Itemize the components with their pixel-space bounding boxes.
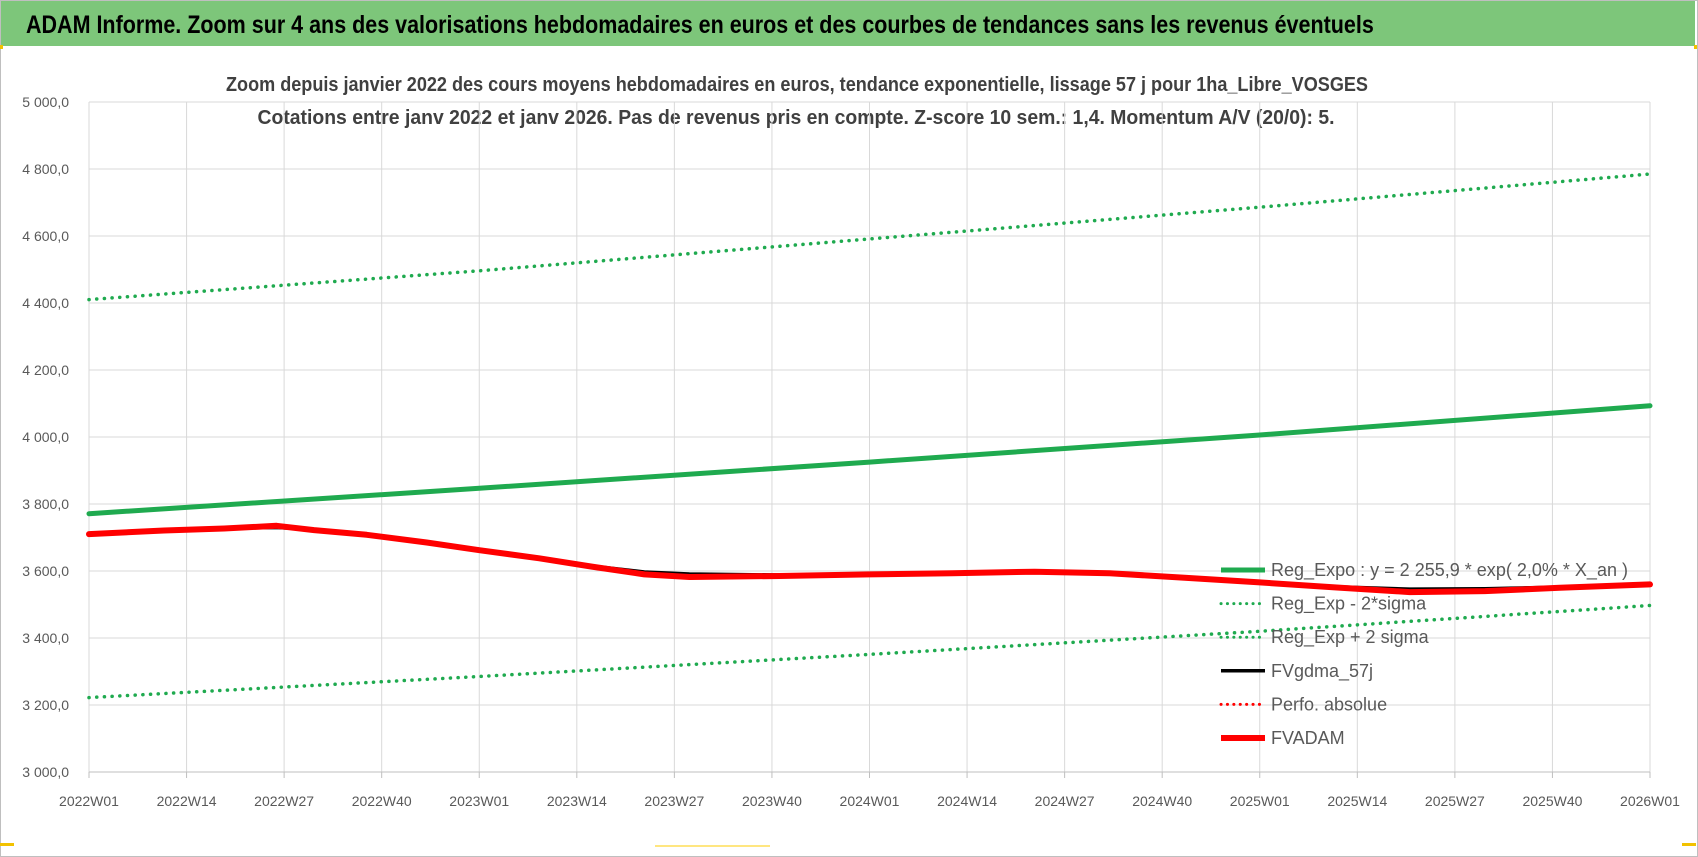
series-line-2 bbox=[87, 172, 1652, 302]
corner-mark-br bbox=[1682, 843, 1696, 846]
series-lines bbox=[86, 172, 1653, 700]
series-line-0 bbox=[86, 403, 1653, 517]
legend-label-3: FVgdma_57j bbox=[1271, 661, 1373, 682]
legend-label-2: Reg_Exp + 2 sigma bbox=[1271, 627, 1430, 648]
x-tick-label: 2026W01 bbox=[1620, 793, 1680, 809]
legend-label-4: Perfo. absolue bbox=[1271, 694, 1387, 714]
x-tick-label: 2025W40 bbox=[1522, 793, 1582, 809]
y-tick-label: 4 600,0 bbox=[22, 228, 69, 244]
y-tick-label: 4 400,0 bbox=[22, 295, 69, 311]
legend-label-0: Reg_Expo : y = 2 255,9 * exp( 2,0% * X_a… bbox=[1271, 560, 1628, 581]
y-tick-label: 3 600,0 bbox=[22, 563, 69, 579]
legend-label-5: FVADAM bbox=[1271, 728, 1345, 748]
grid bbox=[88, 101, 1651, 778]
x-tick-label: 2025W01 bbox=[1230, 793, 1290, 809]
x-tick-label: 2022W40 bbox=[352, 793, 412, 809]
y-tick-label: 4 200,0 bbox=[22, 362, 69, 378]
x-tick-label: 2023W01 bbox=[449, 793, 509, 809]
x-tick-label: 2023W14 bbox=[547, 793, 607, 809]
x-tick-label: 2025W27 bbox=[1425, 793, 1485, 809]
x-tick-label: 2023W27 bbox=[644, 793, 704, 809]
y-tick-label: 5 000,0 bbox=[22, 94, 69, 110]
x-tick-label: 2024W01 bbox=[840, 793, 900, 809]
legend-label-1: Reg_Exp - 2*sigma bbox=[1271, 594, 1427, 615]
chart-title-line2: Cotations entre janv 2022 et janv 2026. … bbox=[258, 107, 1335, 129]
corner-mark-bm bbox=[655, 845, 770, 847]
x-tick-label: 2022W01 bbox=[59, 793, 119, 809]
y-tick-label: 4 000,0 bbox=[22, 429, 69, 445]
banner: ADAM Informe. Zoom sur 4 ans des valoris… bbox=[1, 1, 1695, 46]
x-tick-label: 2025W14 bbox=[1327, 793, 1387, 809]
series-line-1 bbox=[87, 603, 1652, 700]
x-tick-label: 2024W14 bbox=[937, 793, 997, 809]
y-axis-tick-labels: 5 000,0 4 800,0 4 600,0 4 400,0 4 200,0 4 000… bbox=[22, 94, 69, 780]
x-axis-tick-labels: 2022W01 2022W14 2022W27 2022W40 2023W01 2023W… bbox=[59, 793, 1680, 809]
y-tick-label: 3 200,0 bbox=[22, 697, 69, 713]
corner-mark-bl bbox=[0, 843, 14, 846]
x-tick-label: 2024W27 bbox=[1035, 793, 1095, 809]
corner-mark-tr bbox=[1694, 45, 1697, 49]
x-tick-label: 2022W27 bbox=[254, 793, 314, 809]
y-tick-label: 3 800,0 bbox=[22, 496, 69, 512]
x-tick-label: 2024W40 bbox=[1132, 793, 1192, 809]
y-tick-label: 3 000,0 bbox=[22, 764, 69, 780]
chart-title-line1: Zoom depuis janvier 2022 des cours moyen… bbox=[226, 74, 1368, 96]
series-line-5 bbox=[86, 522, 1653, 596]
x-tick-label: 2023W40 bbox=[742, 793, 802, 809]
x-tick-label: 2022W14 bbox=[157, 793, 217, 809]
y-tick-label: 4 800,0 bbox=[22, 161, 69, 177]
corner-mark-tl bbox=[0, 45, 3, 49]
y-tick-label: 3 400,0 bbox=[22, 630, 69, 646]
legend: Reg_Expo : y = 2 255,9 * exp( 2,0% * X_a… bbox=[1219, 560, 1628, 748]
banner-title: ADAM Informe. Zoom sur 4 ans des valoris… bbox=[26, 11, 1374, 39]
